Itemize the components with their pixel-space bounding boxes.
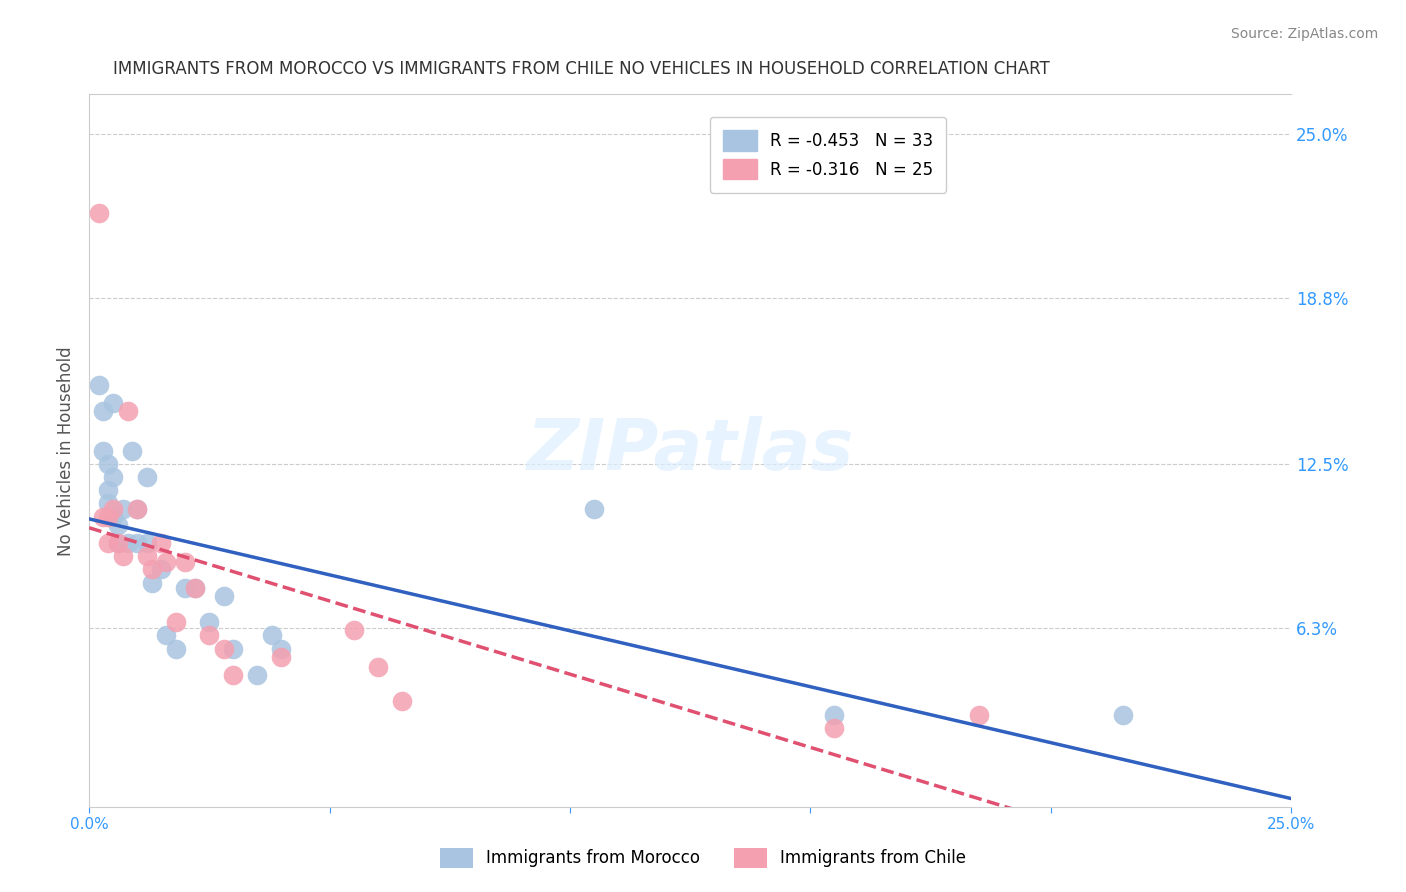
Point <box>107 536 129 550</box>
Point <box>212 589 235 603</box>
Point <box>135 536 157 550</box>
Point <box>165 641 187 656</box>
Point <box>101 509 124 524</box>
Point <box>101 501 124 516</box>
Point <box>101 470 124 484</box>
Point <box>824 721 846 735</box>
Point <box>174 555 197 569</box>
Point <box>246 668 269 682</box>
Text: IMMIGRANTS FROM MOROCCO VS IMMIGRANTS FROM CHILE NO VEHICLES IN HOUSEHOLD CORREL: IMMIGRANTS FROM MOROCCO VS IMMIGRANTS FR… <box>112 60 1050 78</box>
Point <box>222 668 245 682</box>
Point <box>111 501 134 516</box>
Point <box>127 536 149 550</box>
Point <box>391 694 413 708</box>
Point <box>174 581 197 595</box>
Point <box>222 641 245 656</box>
Point <box>93 509 115 524</box>
Point <box>97 509 120 524</box>
Point <box>198 615 221 630</box>
Point <box>97 457 120 471</box>
Point <box>127 501 149 516</box>
Y-axis label: No Vehicles in Household: No Vehicles in Household <box>58 346 75 556</box>
Point <box>117 404 139 418</box>
Point <box>150 536 173 550</box>
Point <box>150 562 173 576</box>
Point <box>121 443 143 458</box>
Point <box>155 628 177 642</box>
Point <box>270 641 292 656</box>
Text: Source: ZipAtlas.com: Source: ZipAtlas.com <box>1230 27 1378 41</box>
Point <box>165 615 187 630</box>
Legend: Immigrants from Morocco, Immigrants from Chile: Immigrants from Morocco, Immigrants from… <box>433 841 973 875</box>
Point <box>342 623 364 637</box>
Point <box>212 641 235 656</box>
Point <box>93 404 115 418</box>
Point <box>1112 707 1135 722</box>
Point <box>367 660 389 674</box>
Point <box>101 396 124 410</box>
Point <box>87 206 110 220</box>
Point <box>87 377 110 392</box>
Point <box>184 581 207 595</box>
Point <box>198 628 221 642</box>
Point <box>184 581 207 595</box>
Point <box>111 549 134 564</box>
Point <box>107 536 129 550</box>
Point <box>135 549 157 564</box>
Point <box>141 562 163 576</box>
Point <box>97 496 120 510</box>
Point <box>117 536 139 550</box>
Text: ZIPatlas: ZIPatlas <box>526 417 853 485</box>
Point <box>127 501 149 516</box>
Point <box>582 501 605 516</box>
Point <box>107 517 129 532</box>
Point <box>93 443 115 458</box>
Point <box>155 555 177 569</box>
Point <box>824 707 846 722</box>
Point <box>270 649 292 664</box>
Point <box>967 707 990 722</box>
Point <box>260 628 283 642</box>
Legend: R = -0.453   N = 33, R = -0.316   N = 25: R = -0.453 N = 33, R = -0.316 N = 25 <box>710 117 946 193</box>
Point <box>141 575 163 590</box>
Point <box>97 536 120 550</box>
Point <box>135 470 157 484</box>
Point <box>97 483 120 498</box>
